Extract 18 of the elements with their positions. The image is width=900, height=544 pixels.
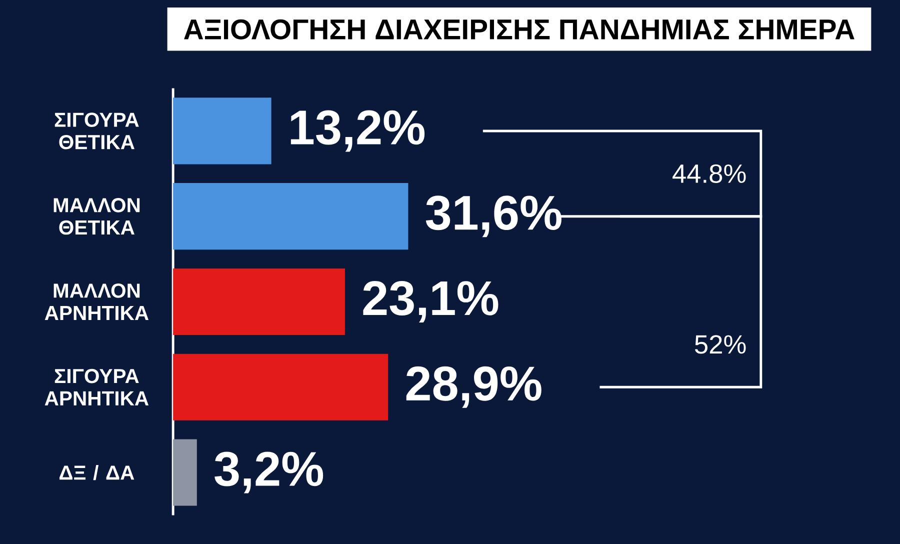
y-tick-label: ΜΑΛΛΟΝ ΑΡΝΗΤΙΚΑ bbox=[44, 284, 149, 320]
data-label: 13,2% bbox=[290, 110, 425, 152]
data-label: 23,1% bbox=[363, 280, 498, 322]
text: ΑΞΙΟΛΟΓΗΣΗ ΔΙΑΧΕΙΡΙΣΗΣ ΠΑΝΔΗΜΙΑΣ ΣΗΜΕΡΑ bbox=[184, 19, 854, 40]
y-tick-label: ΣΙΓΟΥΡΑ ΑΡΝΗΤΙΚΑ bbox=[44, 368, 149, 406]
bar bbox=[173, 98, 272, 164]
data-label: 28,9% bbox=[406, 366, 542, 408]
data-label: 31,6% bbox=[426, 196, 562, 238]
bar bbox=[173, 183, 408, 250]
y-tick-label: ΣΙΓΟΥΡΑ ΘΕΤΙΚΑ bbox=[54, 112, 139, 150]
y-tick-label: ΔΞ / ΔΑ bbox=[60, 464, 134, 480]
text: 52% bbox=[694, 335, 746, 354]
text: 44.8% bbox=[672, 164, 746, 183]
y-tick-label: ΜΑΛΛΟΝ ΘΕΤΙΚΑ bbox=[54, 198, 140, 235]
bar bbox=[173, 354, 388, 420]
bar bbox=[173, 439, 197, 506]
bar bbox=[173, 268, 345, 336]
data-label: 3,2% bbox=[214, 452, 324, 494]
